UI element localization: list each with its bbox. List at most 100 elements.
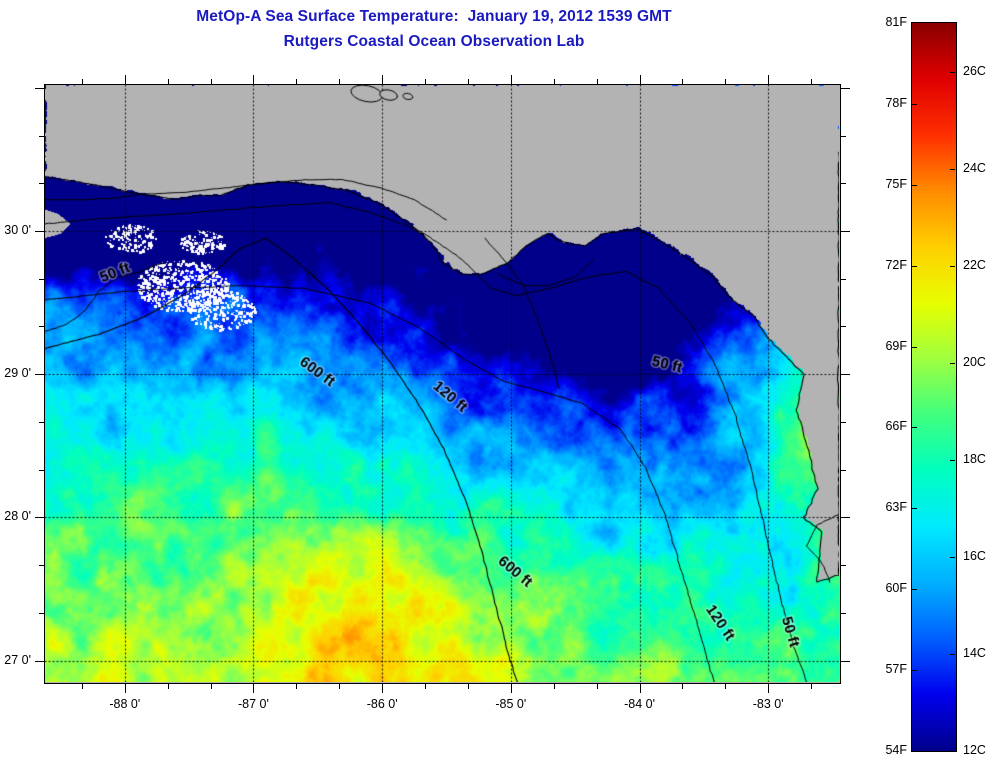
x-axis-label: -83 0'	[752, 697, 784, 711]
y-axis-tick	[39, 326, 44, 327]
colorbar-tick	[912, 185, 917, 186]
colorbar-fahrenheit-label: 66F	[885, 419, 907, 434]
x-axis-tick	[597, 79, 598, 84]
colorbar-fahrenheit-label: 78F	[885, 95, 907, 110]
colorbar-tick	[950, 363, 955, 364]
y-axis-tick	[35, 231, 44, 232]
title-line-1: MetOp-A Sea Surface Temperature: January…	[196, 8, 672, 25]
y-axis-tick	[841, 279, 846, 280]
x-axis-tick	[296, 684, 297, 689]
colorbar[interactable]	[911, 22, 957, 752]
x-axis-tick	[339, 79, 340, 84]
title-line-2: Rutgers Coastal Ocean Observation Lab	[283, 33, 585, 50]
x-axis-tick	[682, 684, 683, 689]
colorbar-fahrenheit-label: 81F	[885, 15, 907, 29]
x-axis-tick	[468, 684, 469, 689]
y-axis-tick	[841, 613, 846, 614]
colorbar-celsius-label: 24C	[963, 160, 986, 175]
colorbar-fahrenheit-label: 63F	[885, 500, 907, 515]
x-axis-tick	[82, 79, 83, 84]
x-axis-tick	[725, 684, 726, 689]
x-axis-label: -88 0'	[109, 697, 141, 711]
y-axis-tick	[39, 279, 44, 280]
y-axis-tick	[841, 470, 846, 471]
map-plot-area[interactable]	[44, 84, 841, 684]
colorbar-fahrenheit-label: 60F	[885, 581, 907, 596]
x-axis-tick	[125, 684, 126, 693]
x-axis-tick	[253, 684, 254, 693]
colorbar-celsius-label: 26C	[963, 63, 986, 78]
y-axis-label: 30 0'	[4, 223, 31, 238]
x-axis-tick	[768, 75, 769, 84]
colorbar-celsius-label: 20C	[963, 354, 986, 369]
colorbar-gradient	[912, 23, 956, 751]
colorbar-tick	[950, 557, 955, 558]
y-axis-tick	[35, 88, 44, 89]
y-axis-tick	[841, 88, 850, 89]
y-axis-label: 29 0'	[4, 366, 31, 381]
colorbar-tick	[950, 654, 955, 655]
x-axis-label: -84 0'	[624, 697, 655, 711]
x-axis-tick	[211, 79, 212, 84]
x-axis-tick	[554, 684, 555, 689]
colorbar-tick	[912, 427, 917, 428]
x-axis-tick	[125, 75, 126, 84]
y-axis-tick	[841, 661, 850, 662]
x-axis-tick	[468, 79, 469, 84]
colorbar-celsius-label: 14C	[963, 645, 986, 660]
y-axis-tick	[39, 470, 44, 471]
colorbar-tick	[912, 589, 917, 590]
y-axis-tick	[35, 661, 44, 662]
y-axis-tick	[39, 565, 44, 566]
colorbar-fahrenheit-label: 57F	[885, 662, 907, 677]
colorbar-fahrenheit-label: 72F	[885, 257, 907, 272]
x-axis-tick	[296, 79, 297, 84]
figure-title: MetOp-A Sea Surface Temperature: January…	[0, 4, 868, 54]
colorbar-celsius-label: 22C	[963, 257, 986, 272]
coastline-contour-overlay	[45, 85, 839, 682]
y-axis-tick	[841, 517, 850, 518]
colorbar-celsius-label: 18C	[963, 451, 986, 466]
y-axis-tick	[841, 231, 850, 232]
x-axis-tick	[640, 684, 641, 693]
colorbar-celsius-label: 12C	[963, 743, 986, 757]
y-axis-tick	[35, 517, 44, 518]
x-axis-tick	[597, 684, 598, 689]
y-axis-tick	[35, 374, 44, 375]
x-axis-tick	[811, 684, 812, 689]
colorbar-tick	[950, 460, 955, 461]
x-axis-tick	[425, 79, 426, 84]
x-axis-tick	[168, 79, 169, 84]
x-axis-tick	[211, 684, 212, 689]
x-axis-tick	[425, 684, 426, 689]
x-axis-tick	[511, 75, 512, 84]
colorbar-fahrenheit-label: 54F	[885, 743, 907, 757]
x-axis-tick	[554, 79, 555, 84]
x-axis-label: -87 0'	[238, 697, 269, 711]
x-axis-tick	[682, 79, 683, 84]
colorbar-tick	[912, 347, 917, 348]
y-axis-tick	[841, 183, 846, 184]
colorbar-tick	[912, 508, 917, 509]
x-axis-label: -86 0'	[366, 697, 398, 711]
y-axis-tick	[39, 136, 44, 137]
y-axis-tick	[841, 422, 846, 423]
x-axis-tick	[253, 75, 254, 84]
colorbar-tick	[950, 72, 955, 73]
x-axis-tick	[511, 684, 512, 693]
x-axis-tick	[640, 75, 641, 84]
y-axis-label: 28 0'	[4, 509, 31, 524]
colorbar-tick	[912, 104, 917, 105]
colorbar-celsius-label: 16C	[963, 548, 986, 563]
x-axis-tick	[82, 684, 83, 689]
x-axis-label: -85 0'	[495, 697, 527, 711]
colorbar-tick	[912, 670, 917, 671]
colorbar-fahrenheit-label: 69F	[885, 338, 907, 353]
x-axis-tick	[382, 684, 383, 693]
x-axis-tick	[339, 684, 340, 689]
y-axis-tick	[39, 613, 44, 614]
y-axis-tick	[841, 136, 846, 137]
x-axis-tick	[811, 79, 812, 84]
colorbar-tick	[912, 266, 917, 267]
